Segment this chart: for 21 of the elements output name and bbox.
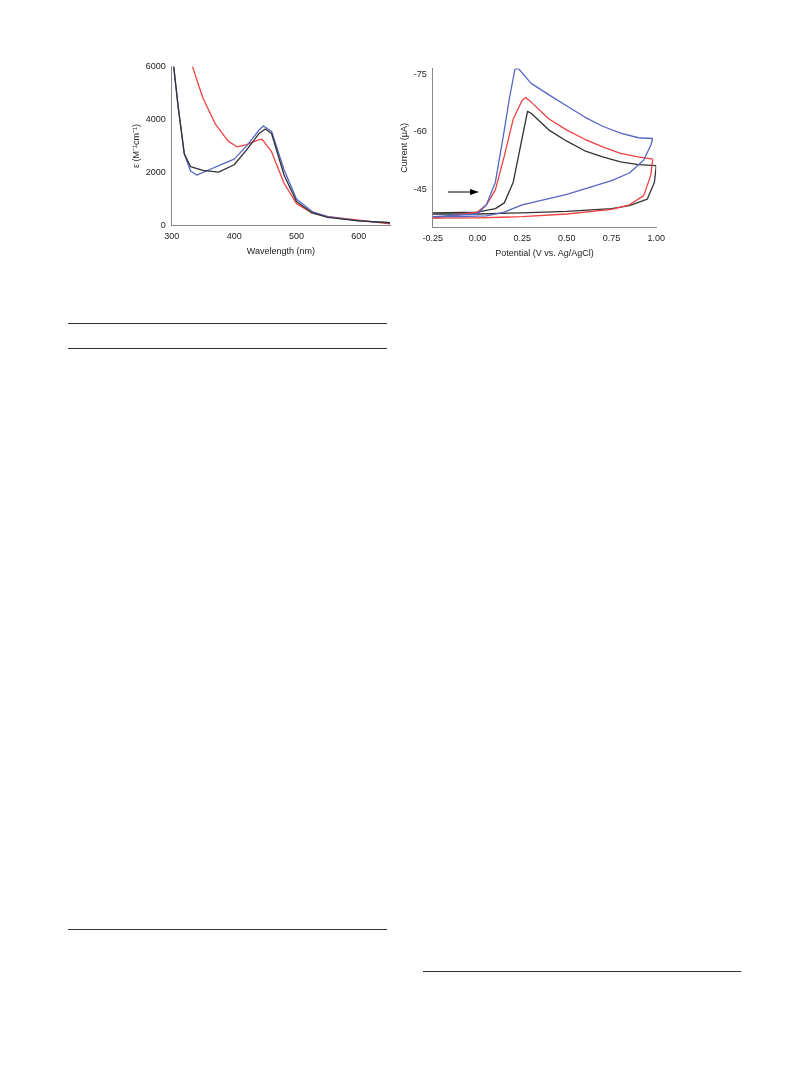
y-tick-label: -45	[413, 183, 427, 194]
x-tick-label: 600	[351, 231, 367, 242]
y-axis-title: Current (μA)	[398, 123, 409, 173]
x-tick-label: 300	[164, 231, 180, 242]
x-tick-label: 0.75	[602, 233, 621, 244]
y-tick-label: 4000	[145, 113, 166, 124]
x-tick-label: 0.25	[513, 233, 531, 244]
x-tick-label: 400	[226, 231, 242, 242]
x-axis-title: Potential (V vs. Ag/AgCl)	[495, 248, 594, 259]
x-tick-label: -0.25	[422, 233, 444, 244]
y-axis-title: ε (M⁻¹cm⁻¹)	[130, 123, 141, 168]
y-tick-label: -75	[413, 68, 427, 79]
x-tick-label: 500	[288, 231, 305, 242]
x-tick-label: 0.50	[558, 233, 576, 244]
y-tick-label: -60	[413, 126, 427, 137]
y-tick-label: 6000	[145, 60, 166, 71]
x-tick-label: 1.00	[647, 233, 666, 244]
x-axis-title: Wavelength (nm)	[246, 246, 316, 257]
x-tick-label: 0.00	[468, 233, 487, 244]
y-tick-label: 0	[160, 219, 166, 230]
y-tick-label: 2000	[145, 166, 166, 177]
